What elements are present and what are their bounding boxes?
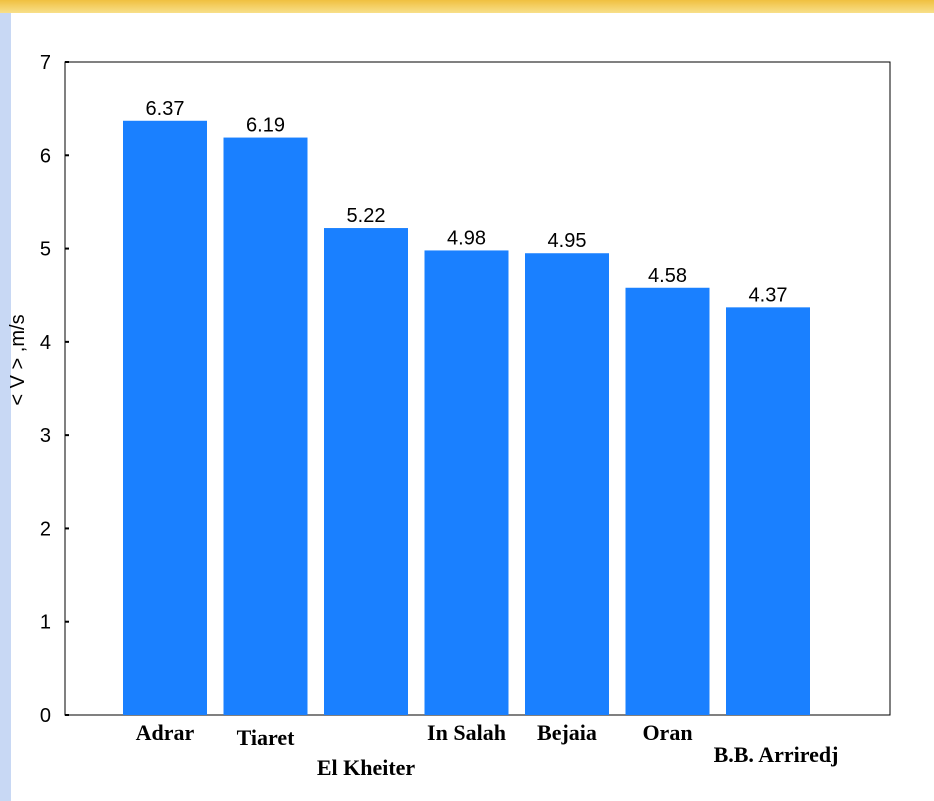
- bar: [424, 250, 509, 716]
- x-tick-label: Adrar: [136, 720, 195, 745]
- top-strip: [0, 0, 934, 13]
- value-label: 5.22: [347, 205, 386, 227]
- value-label: 4.37: [749, 284, 788, 306]
- x-tick-label: Oran: [642, 720, 692, 745]
- value-label: 6.37: [146, 98, 185, 120]
- value-label: 4.58: [648, 265, 687, 287]
- y-tick-label: 2: [40, 518, 51, 540]
- y-tick-label: 4: [40, 332, 51, 354]
- value-label: 4.95: [548, 230, 587, 252]
- y-tick-label: 7: [40, 52, 51, 74]
- value-label: 6.19: [246, 115, 285, 137]
- y-tick-label: 1: [40, 612, 51, 634]
- x-tick-label: Bejaia: [537, 720, 597, 745]
- y-tick-label: 6: [40, 145, 51, 167]
- bar: [726, 307, 810, 715]
- bar: [625, 287, 710, 715]
- left-strip: [0, 0, 11, 801]
- value-label: 4.98: [447, 227, 486, 249]
- x-tick-label: B.B. Arriredj: [714, 742, 839, 767]
- bar: [223, 137, 308, 716]
- bar: [525, 253, 609, 715]
- bar: [123, 120, 207, 715]
- y-tick-label: 0: [40, 705, 51, 727]
- y-axis-label: < V > ,m/s: [7, 314, 29, 405]
- y-tick-label: 5: [40, 239, 51, 261]
- x-tick-label: El Kheiter: [317, 755, 416, 780]
- x-tick-label: Tiaret: [237, 725, 296, 750]
- x-tick-label: In Salah: [427, 720, 506, 745]
- y-tick-label: 3: [40, 425, 51, 447]
- bar: [324, 228, 408, 715]
